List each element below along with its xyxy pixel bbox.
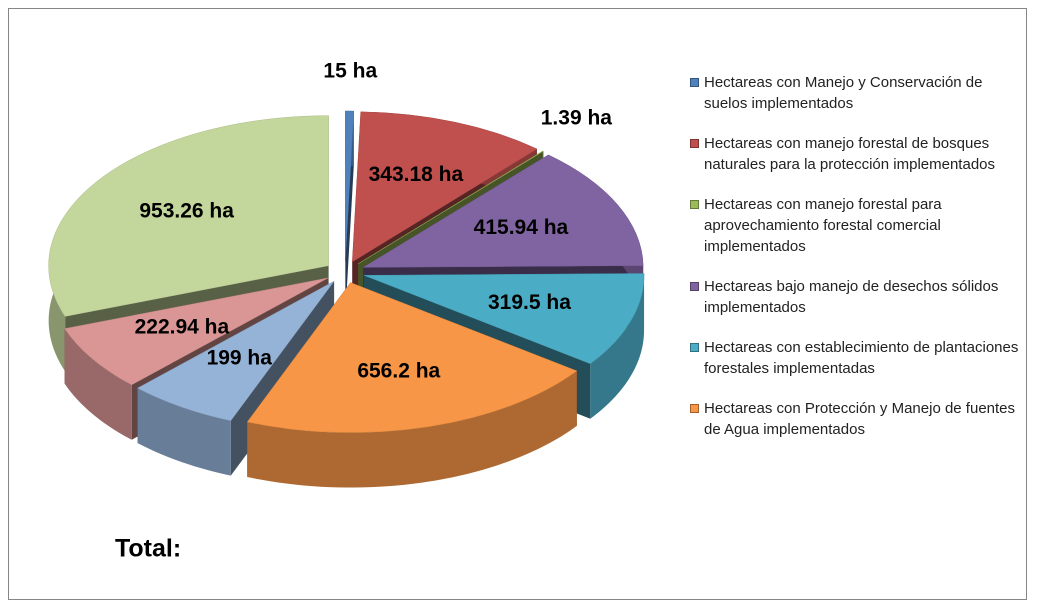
slice-top [358, 150, 544, 264]
slice-side [590, 273, 645, 419]
legend-label: Hectareas con manejo forestal de bosques… [704, 135, 995, 173]
data-label: 199 ha [207, 347, 273, 370]
legend-swatch [690, 200, 699, 209]
slice-top [64, 277, 329, 386]
legend-label: Hectareas con Manejo y Conservación de s… [704, 74, 983, 112]
annotation: Total: [115, 535, 181, 563]
legend-entry: Hectareas con manejo forestal para aprov… [690, 194, 1025, 257]
slice-top [362, 154, 644, 268]
legend: Hectareas con Manejo y Conservación de s… [690, 72, 1025, 459]
slice-top [352, 111, 538, 263]
legend-swatch [690, 282, 699, 291]
data-label: 343.18 ha [369, 163, 464, 186]
slice-top [246, 282, 578, 433]
legend-swatch [690, 343, 699, 352]
chart-frame [8, 8, 1027, 600]
slice [246, 282, 578, 488]
legend-label: Hectareas con establecimiento de plantac… [704, 339, 1019, 377]
legend-swatch [690, 78, 699, 87]
data-label: 1.39 ha [541, 106, 613, 129]
legend-label: Hectareas bajo manejo de desechos sólido… [704, 278, 999, 316]
slice-side [247, 370, 577, 488]
data-label: 415.94 ha [474, 216, 569, 239]
slice-top [345, 110, 355, 262]
data-label: 656.2 ha [357, 359, 440, 382]
slice-top [137, 280, 335, 421]
legend-label: Hectareas con manejo forestal para aprov… [704, 196, 942, 255]
legend-entry: Hectareas con establecimiento de plantac… [690, 337, 1025, 379]
legend-entry: Hectareas bajo manejo de desechos sólido… [690, 276, 1025, 318]
data-label: 319.5 ha [488, 291, 571, 314]
legend-swatch [690, 139, 699, 148]
legend-swatch [690, 404, 699, 413]
slice-top [363, 273, 645, 364]
slice [345, 110, 355, 317]
data-label: 15 ha [323, 60, 377, 83]
slice-side [64, 328, 132, 440]
legend-entry: Hectareas con manejo forestal de bosques… [690, 133, 1025, 175]
slice-side [137, 388, 231, 476]
legend-label: Hectareas con Protección y Manejo de fue… [704, 400, 1016, 438]
legend-entry: Hectareas con Manejo y Conservación de s… [690, 72, 1025, 114]
legend-entry: Hectareas con Protección y Manejo de fue… [690, 398, 1025, 440]
slice-top [48, 115, 329, 317]
data-label: 953.26 ha [139, 200, 234, 223]
data-label: 222.94 ha [135, 316, 230, 339]
